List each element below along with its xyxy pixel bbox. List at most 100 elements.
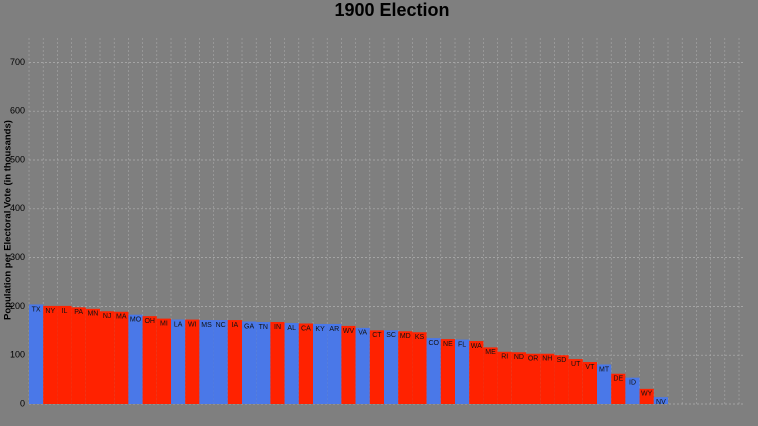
- bar-label: WI: [188, 321, 197, 328]
- bar-label: MA: [116, 314, 127, 321]
- bar: [355, 327, 370, 404]
- bar: [327, 323, 342, 404]
- y-tick-label: 300: [10, 252, 25, 262]
- bar: [511, 352, 526, 404]
- bar: [128, 314, 143, 404]
- y-tick-label: 500: [10, 154, 25, 164]
- bar: [426, 338, 441, 404]
- bar-label: OR: [528, 356, 539, 363]
- y-tick-label: 600: [10, 106, 25, 116]
- bar-label: KY: [315, 326, 325, 333]
- bar-label: WY: [641, 391, 653, 398]
- bar: [554, 355, 569, 404]
- bar: [597, 364, 612, 404]
- bar: [270, 322, 285, 404]
- bar-label: ID: [629, 379, 636, 386]
- bar: [384, 330, 399, 404]
- bar: [284, 322, 299, 404]
- bar: [171, 319, 186, 404]
- bar: [611, 373, 626, 404]
- bar: [256, 322, 271, 404]
- bar-label: MI: [160, 320, 168, 327]
- y-axis-label: Population per Electoral Vote (in thousa…: [3, 120, 14, 320]
- bar-label: FL: [458, 341, 466, 348]
- bar-label: TX: [32, 306, 41, 313]
- bar-label: CA: [301, 325, 311, 332]
- bar-label: SD: [557, 357, 567, 364]
- bar-label: CO: [428, 340, 439, 347]
- bar-label: SC: [386, 332, 396, 339]
- bar: [313, 323, 328, 404]
- y-tick-label: 0: [20, 398, 25, 408]
- bar: [469, 341, 484, 404]
- bar: [213, 320, 228, 404]
- bar-label: IN: [274, 324, 281, 331]
- bar: [71, 307, 86, 404]
- bar: [455, 339, 470, 404]
- bar: [341, 325, 356, 404]
- bar-label: UT: [571, 361, 581, 368]
- bar-label: NH: [542, 356, 552, 363]
- bar: [57, 305, 72, 404]
- bar-label: CT: [372, 332, 382, 339]
- bar-label: LA: [174, 321, 183, 328]
- bar-label: TN: [259, 324, 268, 331]
- bar: [227, 320, 242, 404]
- bar: [298, 323, 313, 404]
- y-tick-label: 400: [10, 203, 25, 213]
- bar-label: NV: [656, 399, 666, 406]
- bar-label: NC: [216, 322, 226, 329]
- bar: [639, 388, 654, 404]
- bar-label: MT: [599, 366, 610, 373]
- bar: [653, 397, 668, 404]
- bar: [540, 353, 555, 404]
- bar: [568, 359, 583, 404]
- bar: [440, 339, 455, 404]
- bar-label: AL: [287, 325, 296, 332]
- bar: [156, 318, 171, 404]
- bar-label: MO: [130, 317, 142, 324]
- bar-label: WV: [343, 328, 355, 335]
- bar: [114, 311, 129, 404]
- bar: [85, 308, 100, 404]
- bar-label: ME: [485, 349, 496, 356]
- bar-label: MD: [400, 333, 411, 340]
- bar-label: IL: [62, 308, 68, 315]
- bar: [29, 304, 44, 404]
- bar: [497, 351, 512, 404]
- y-tick-label: 700: [10, 57, 25, 67]
- bar-label: MN: [87, 311, 98, 318]
- bar-label: DE: [613, 376, 623, 383]
- bar-label: IA: [232, 322, 239, 329]
- bar: [625, 377, 640, 404]
- bar-label: ND: [514, 354, 524, 361]
- bar-label: AR: [329, 326, 339, 333]
- bar-label: KS: [415, 334, 425, 341]
- bar: [142, 316, 157, 404]
- bar-label: PA: [74, 309, 83, 316]
- bar: [199, 320, 214, 404]
- y-tick-label: 200: [10, 301, 25, 311]
- bar-label: NE: [443, 341, 453, 348]
- bar-label: RI: [501, 354, 508, 361]
- bar-label: NY: [45, 308, 55, 315]
- bar: [369, 330, 384, 404]
- bar-label: WA: [471, 343, 482, 350]
- y-tick-label: 100: [10, 350, 25, 360]
- bar: [526, 353, 541, 404]
- bar: [582, 362, 597, 404]
- bar-label: MS: [201, 322, 212, 329]
- bar-label: NJ: [103, 313, 112, 320]
- bar: [483, 347, 498, 404]
- bar-label: VA: [358, 330, 367, 337]
- bar: [242, 321, 257, 404]
- bar: [43, 305, 58, 404]
- bar: [100, 311, 115, 404]
- bar-label: GA: [244, 323, 254, 330]
- bar: [412, 332, 427, 404]
- bar-label: OH: [144, 318, 155, 325]
- bar: [185, 319, 200, 404]
- bar: [398, 331, 413, 404]
- chart-title: 1900 Election: [334, 0, 449, 20]
